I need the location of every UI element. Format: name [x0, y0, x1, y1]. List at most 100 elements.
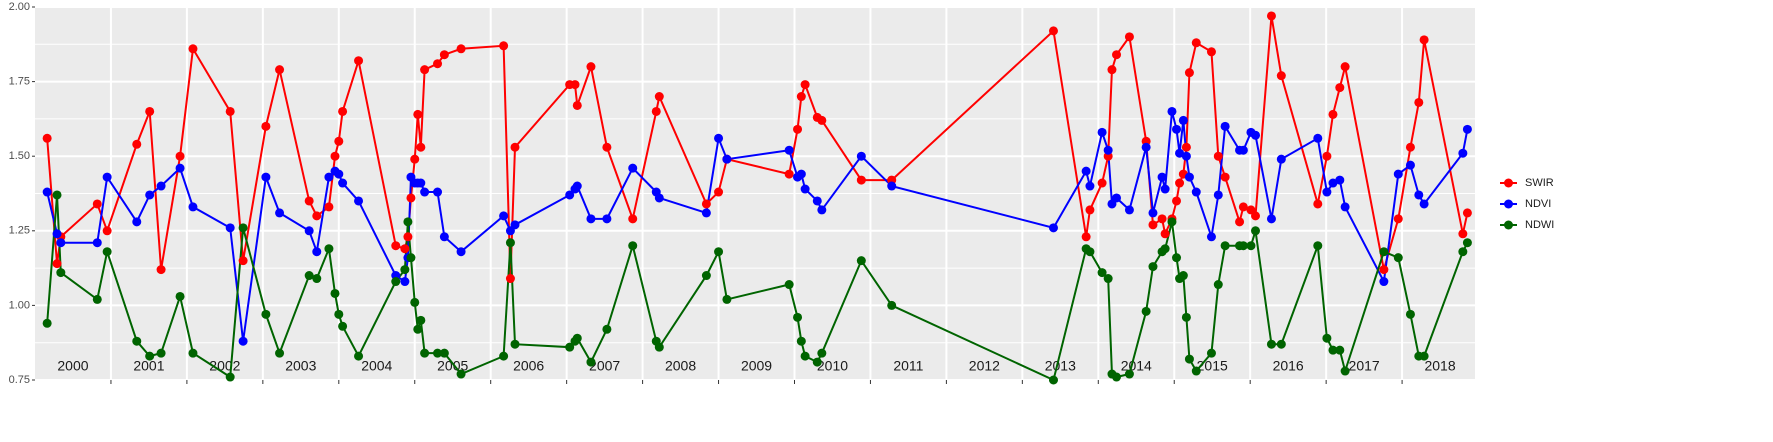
point [1458, 229, 1468, 239]
y-tick-label: 1.00 [9, 299, 30, 311]
point [887, 300, 897, 310]
x-tick-label: 2014 [1121, 358, 1152, 374]
point [1178, 271, 1188, 281]
point [1393, 253, 1403, 263]
point [1251, 226, 1261, 236]
point [654, 193, 664, 203]
point [1148, 208, 1158, 218]
point [856, 151, 866, 161]
x-tick-label: 2004 [361, 358, 392, 374]
point [410, 297, 420, 307]
point [1160, 184, 1170, 194]
y-tick-label: 1.50 [9, 150, 30, 162]
point [1184, 172, 1194, 182]
point [1313, 133, 1323, 143]
point [413, 109, 423, 119]
point [354, 351, 364, 361]
point [1097, 127, 1107, 137]
point [52, 190, 62, 200]
point [1141, 142, 1151, 152]
point [586, 357, 596, 367]
point [304, 196, 314, 206]
point [796, 336, 806, 346]
point [1419, 35, 1429, 45]
x-tick-label: 2000 [57, 358, 88, 374]
point [145, 190, 155, 200]
point [334, 309, 344, 319]
point [391, 277, 401, 287]
point [887, 181, 897, 191]
point [132, 139, 142, 149]
point [1213, 280, 1223, 290]
point [156, 348, 166, 358]
point [1313, 241, 1323, 251]
point [1335, 83, 1345, 93]
point [420, 187, 430, 197]
point [1148, 262, 1158, 272]
point [565, 190, 575, 200]
point [406, 193, 416, 203]
point [586, 62, 596, 72]
point [261, 309, 271, 319]
point [499, 211, 509, 221]
point [1048, 375, 1058, 385]
point [1167, 106, 1177, 116]
point [1220, 172, 1230, 182]
x-tick-label: 2008 [665, 358, 696, 374]
point [1103, 274, 1113, 284]
point [628, 163, 638, 173]
legend-label: SWIR [1525, 177, 1554, 189]
point [499, 351, 509, 361]
point [238, 336, 248, 346]
point [800, 80, 810, 90]
point [856, 175, 866, 185]
point [1167, 217, 1177, 227]
point [1238, 241, 1248, 251]
point [793, 124, 803, 134]
point [1328, 109, 1338, 119]
x-tick-label: 2010 [817, 358, 848, 374]
x-tick-label: 2018 [1424, 358, 1455, 374]
point [701, 199, 711, 209]
legend-marker [1504, 178, 1513, 188]
point [654, 342, 664, 352]
point [433, 348, 443, 358]
point [145, 351, 155, 361]
point [188, 202, 198, 212]
point [175, 291, 185, 301]
point [817, 205, 827, 215]
point [1238, 145, 1248, 155]
point [784, 280, 794, 290]
point [1266, 11, 1276, 21]
point [410, 154, 420, 164]
point [312, 211, 322, 221]
series-line [46, 111, 1469, 342]
point [175, 151, 185, 161]
point [338, 321, 348, 331]
point [714, 187, 724, 197]
point [1379, 277, 1389, 287]
point [784, 145, 794, 155]
point [1251, 211, 1261, 221]
point [1181, 312, 1191, 322]
point [1335, 175, 1345, 185]
point [52, 259, 62, 269]
point [1191, 366, 1201, 376]
point [1124, 369, 1134, 379]
point [1238, 202, 1248, 212]
point [456, 44, 466, 54]
point [238, 223, 248, 233]
point [1220, 241, 1230, 251]
point [701, 208, 711, 218]
point [1340, 366, 1350, 376]
point [1160, 244, 1170, 254]
point [1124, 205, 1134, 215]
point [400, 277, 410, 287]
point [416, 178, 426, 188]
point [338, 178, 348, 188]
point [1085, 205, 1095, 215]
point [132, 336, 142, 346]
point [1276, 339, 1286, 349]
point [1340, 202, 1350, 212]
point [1246, 241, 1256, 251]
